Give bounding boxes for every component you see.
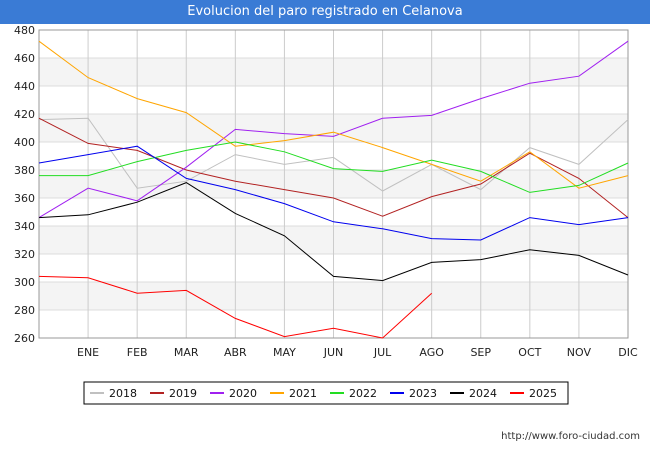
- y-tick-label: 320: [14, 248, 35, 261]
- legend-label-2024: 2024: [469, 387, 497, 400]
- y-tick-label: 440: [14, 80, 35, 93]
- series-line-2019: [38, 117, 629, 218]
- y-axis-ticks: 260 280 300 320 340 360 380 400 420 440 460 480: [14, 24, 35, 345]
- y-tick-label: 400: [14, 136, 35, 149]
- y-tick-label: 360: [14, 192, 35, 205]
- y-tick-label: 280: [14, 304, 35, 317]
- series-line-2020: [38, 40, 629, 219]
- legend-label-2023: 2023: [409, 387, 437, 400]
- legend-label-2022: 2022: [349, 387, 377, 400]
- x-tick-label: AGO: [419, 346, 444, 359]
- y-tick-label: 340: [14, 220, 35, 233]
- y-tick-label: 260: [14, 332, 35, 345]
- x-tick-label: FEB: [127, 346, 148, 359]
- x-tick-label: DIC: [618, 346, 638, 359]
- x-tick-label: JUN: [323, 346, 344, 359]
- x-tick-label: JUL: [373, 346, 392, 359]
- chart-title: Evolucion del paro registrado en Celanov…: [0, 0, 650, 24]
- x-tick-label: OCT: [518, 346, 541, 359]
- x-tick-label: ENE: [77, 346, 99, 359]
- legend-label-2018: 2018: [109, 387, 137, 400]
- series-line-2024: [38, 182, 629, 282]
- legend-label-2020: 2020: [229, 387, 257, 400]
- x-tick-label: ABR: [224, 346, 247, 359]
- x-tick-label: SEP: [470, 346, 491, 359]
- series-line-2018: [38, 117, 629, 192]
- series-line-2022: [39, 141, 629, 193]
- y-tick-label: 380: [14, 164, 35, 177]
- series-line-2025: [38, 275, 433, 339]
- x-tick-label: MAY: [273, 346, 296, 359]
- series-lines: [38, 40, 629, 339]
- plot-frame: [38, 29, 629, 339]
- y-tick-label: 420: [14, 108, 35, 121]
- y-tick-label: 480: [14, 24, 35, 37]
- legend-label-2019: 2019: [169, 387, 197, 400]
- series-line-2023: [38, 145, 629, 241]
- series-line-2021: [38, 40, 629, 189]
- legend: 2018 2019 2020 2021 2022 2023 2024 2025: [83, 381, 569, 405]
- x-tick-label: MAR: [174, 346, 199, 359]
- legend-label-2025: 2025: [529, 387, 557, 400]
- x-axis-ticks: ENE FEB MAR ABR MAY JUN JUL AGO SEP OCT NOV DIC: [77, 346, 638, 359]
- source-url[interactable]: http://www.foro-ciudad.com: [501, 431, 640, 442]
- x-tick-label: NOV: [567, 346, 592, 359]
- legend-label-2021: 2021: [289, 387, 317, 400]
- y-tick-label: 300: [14, 276, 35, 289]
- legend-box: [83, 381, 569, 405]
- grid-lines: [39, 29, 628, 339]
- y-tick-label: 460: [14, 52, 35, 65]
